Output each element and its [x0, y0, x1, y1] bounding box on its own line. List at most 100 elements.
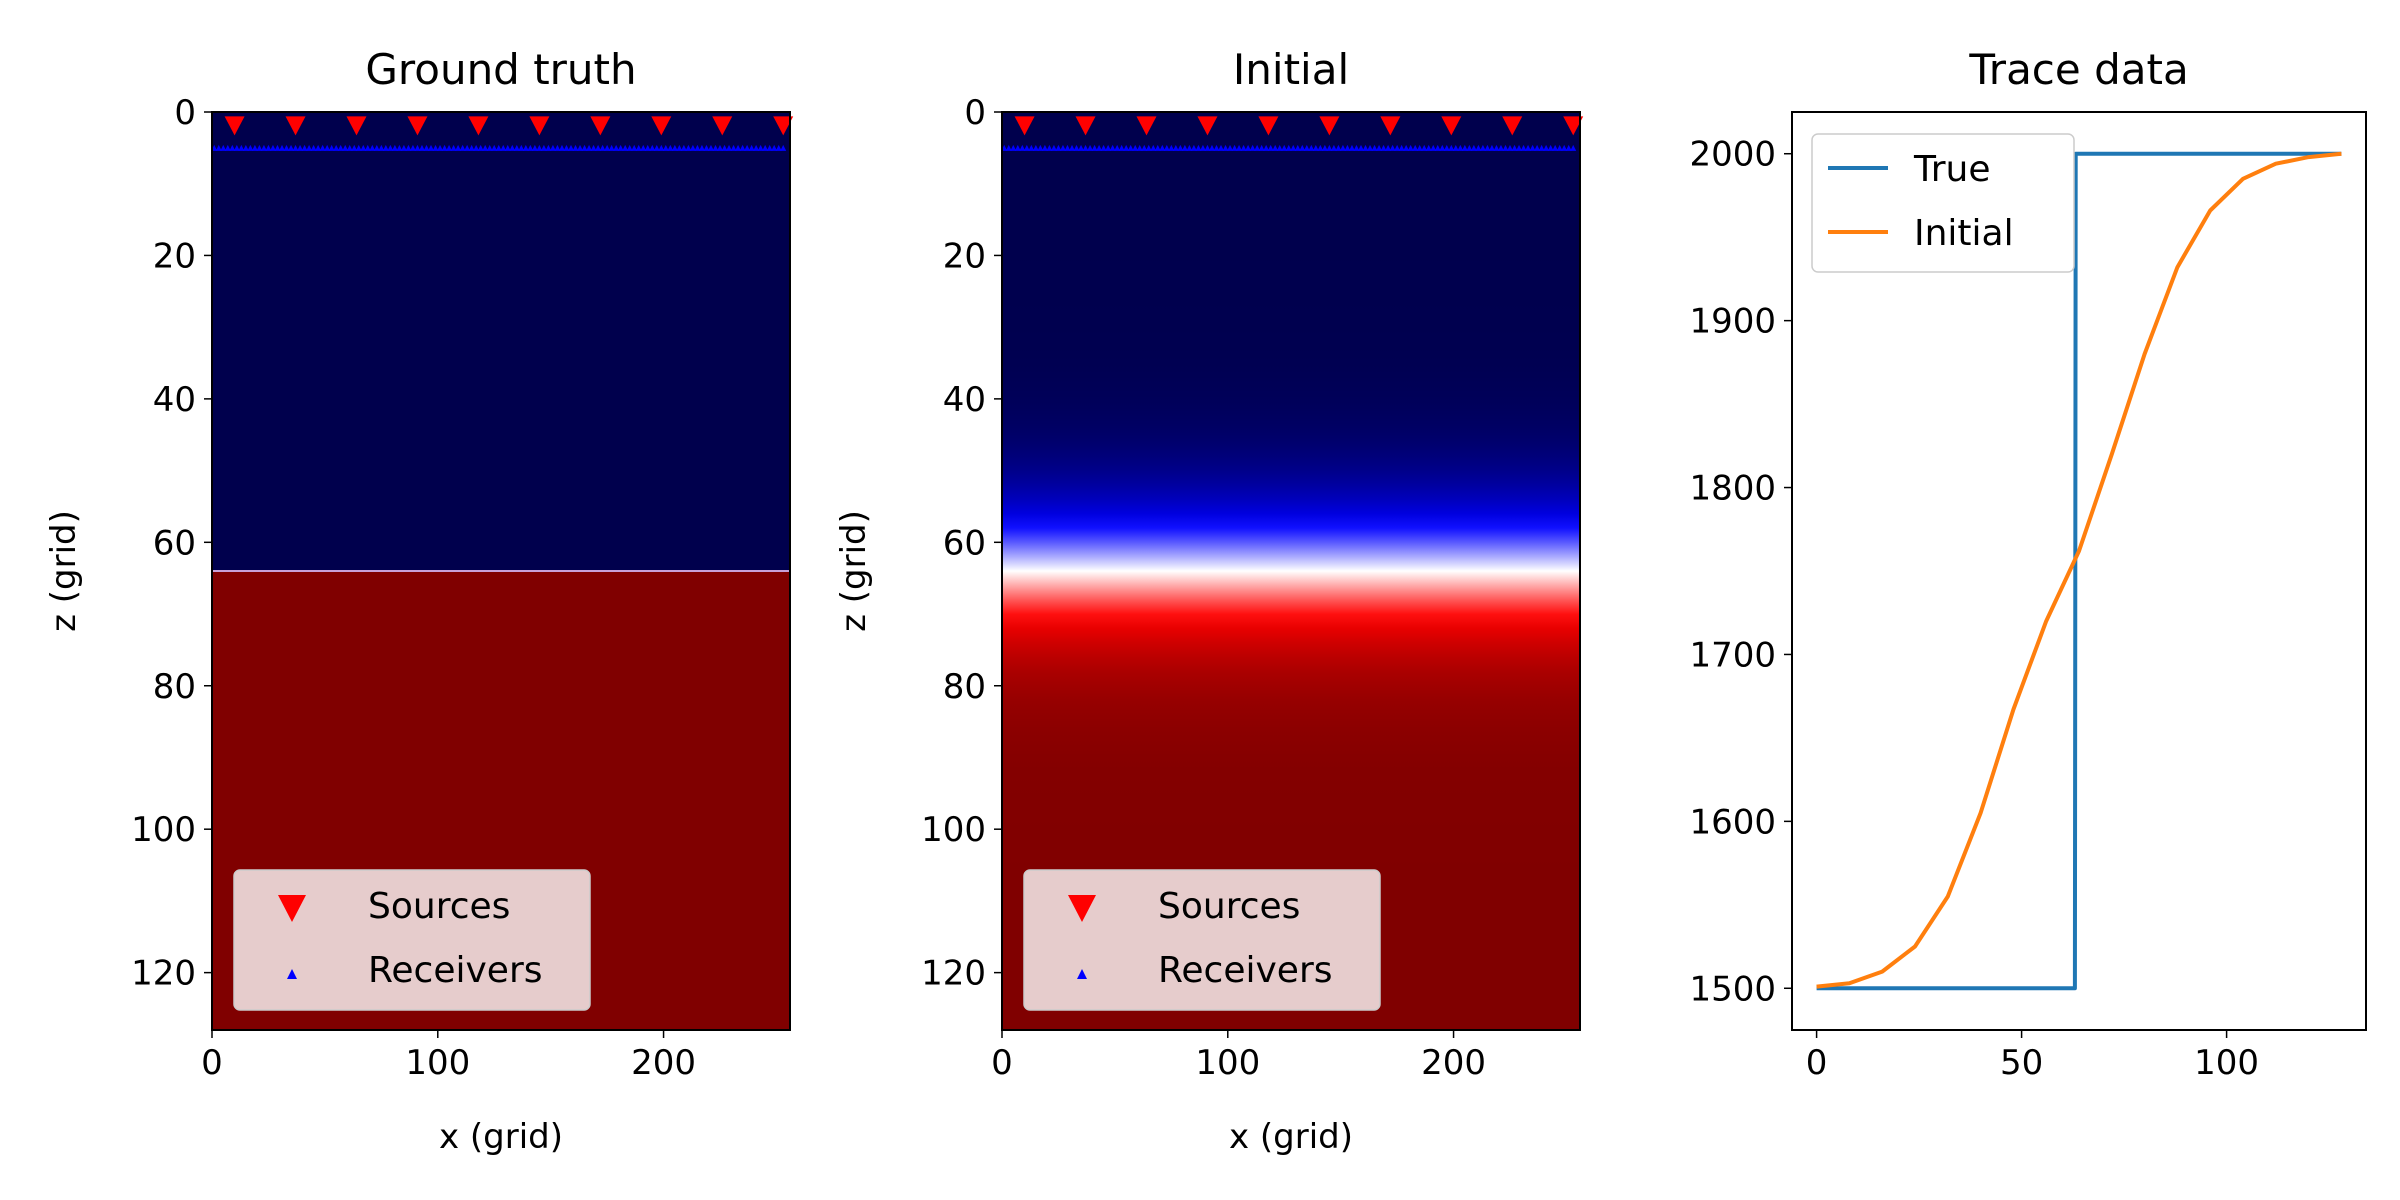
receiver-marker: [1199, 144, 1206, 151]
receiver-marker: [667, 144, 674, 151]
receiver-marker: [473, 144, 480, 151]
receiver-marker: [1231, 144, 1238, 151]
receiver-marker: [1014, 144, 1021, 151]
receiver-marker: [527, 144, 534, 151]
receiver-marker: [518, 144, 525, 151]
receiver-marker: [319, 144, 326, 151]
y-tick-label: 40: [153, 380, 196, 420]
receiver-marker: [775, 144, 782, 151]
receiver-marker: [1037, 144, 1044, 151]
chart-title: Ground truth: [365, 45, 636, 94]
receiver-marker: [694, 144, 701, 151]
receiver-marker: [1520, 144, 1527, 151]
receiver-marker: [662, 144, 669, 151]
x-tick-label: 50: [2000, 1043, 2043, 1083]
receiver-marker: [572, 144, 579, 151]
y-tick-label: 80: [943, 667, 986, 707]
receiver-marker: [1285, 144, 1292, 151]
receiver-marker: [1091, 144, 1098, 151]
y-tick-label: 1600: [1689, 802, 1776, 842]
receiver-marker: [748, 144, 755, 151]
receiver-marker: [1195, 144, 1202, 151]
receiver-marker: [757, 144, 764, 151]
receiver-marker: [635, 144, 642, 151]
receiver-marker: [1028, 144, 1035, 151]
receiver-marker: [1385, 144, 1392, 151]
receiver-marker: [1552, 144, 1559, 151]
receiver-marker: [351, 144, 358, 151]
receiver-marker: [1082, 144, 1089, 151]
receiver-marker: [1227, 144, 1234, 151]
receiver-marker: [1308, 144, 1315, 151]
source-marker: [1319, 116, 1340, 136]
x-axis-label: x (grid): [1229, 1117, 1353, 1157]
receiver-marker: [626, 144, 633, 151]
legend-label: Sources: [368, 886, 510, 927]
receiver-marker: [1204, 144, 1211, 151]
source-marker: [590, 116, 611, 136]
receiver-marker: [455, 144, 462, 151]
y-tick-label: 120: [131, 954, 196, 994]
legend-label: Receivers: [368, 950, 543, 991]
panel-1: 0 20 40 60 80 100 120 0 100 200 Ground truth x (gri…: [44, 45, 794, 1157]
receiver-marker: [540, 144, 547, 151]
receiver-marker: [1163, 144, 1170, 151]
receiver-marker: [1470, 144, 1477, 151]
receiver-marker: [423, 144, 430, 151]
receiver-marker: [762, 144, 769, 151]
y-tick-label: 20: [153, 236, 196, 276]
receiver-marker: [1457, 144, 1464, 151]
receiver-marker: [707, 144, 714, 151]
receiver-marker: [1561, 144, 1568, 151]
receiver-marker: [1556, 144, 1563, 151]
receiver-marker: [1326, 144, 1333, 151]
panel-3: 1500 1600 1700 1800 1900 2000 0 50 100 Trace data…: [1689, 45, 2367, 1083]
series-line-initial: [1816, 151, 2342, 989]
receiver-marker: [274, 144, 281, 151]
y-tick-label: 1700: [1689, 635, 1776, 675]
receiver-marker: [278, 144, 285, 151]
legend: True Initial: [1811, 133, 2075, 273]
receiver-marker: [1534, 144, 1541, 151]
source-marker: [1502, 116, 1523, 136]
receiver-marker: [1507, 144, 1514, 151]
receiver-marker: [1154, 144, 1161, 151]
receiver-marker: [301, 144, 308, 151]
receiver-marker: [1488, 144, 1495, 151]
receiver-marker: [1118, 144, 1125, 151]
receiver-marker: [260, 144, 267, 151]
receiver-marker: [1046, 144, 1053, 151]
receiver-marker: [441, 144, 448, 151]
receiver-marker: [1335, 144, 1342, 151]
receiver-marker: [617, 144, 624, 151]
receiver-marker: [1245, 144, 1252, 151]
receiver-marker: [346, 144, 353, 151]
receiver-marker: [432, 144, 439, 151]
y-tick-label: 1800: [1689, 469, 1776, 509]
receiver-marker: [292, 144, 299, 151]
source-marker: [224, 116, 245, 136]
source-marker: [529, 116, 550, 136]
receiver-marker: [1403, 144, 1410, 151]
receiver-marker: [1344, 144, 1351, 151]
receiver-marker: [324, 144, 331, 151]
receiver-marker: [1168, 144, 1175, 151]
source-marker: [285, 116, 306, 136]
source-marker: [1563, 116, 1584, 136]
receiver-marker: [1312, 144, 1319, 151]
receiver-marker: [1213, 144, 1220, 151]
receiver-marker: [477, 144, 484, 151]
y-tick-label: 1500: [1689, 969, 1776, 1009]
receiver-marker: [464, 144, 471, 151]
receiver-marker: [220, 144, 227, 151]
receiver-marker: [1150, 144, 1157, 151]
receiver-marker: [653, 144, 660, 151]
axes-frame: [211, 111, 791, 1031]
receiver-marker: [1254, 144, 1261, 151]
receiver-marker: [721, 144, 728, 151]
receiver-marker: [1475, 144, 1482, 151]
receiver-marker: [369, 144, 376, 151]
chart-title: Initial: [1233, 45, 1349, 94]
receiver-marker: [242, 144, 249, 151]
receiver-marker: [712, 144, 719, 151]
